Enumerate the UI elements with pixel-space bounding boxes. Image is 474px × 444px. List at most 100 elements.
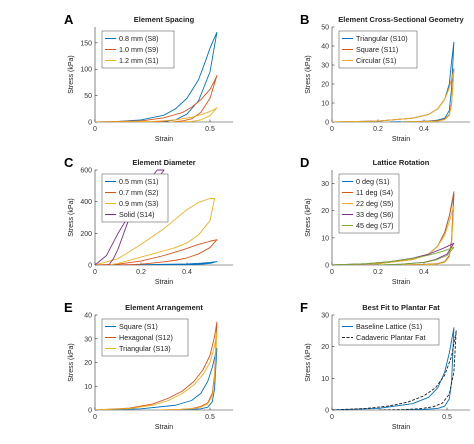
series-line-3 bbox=[332, 204, 455, 265]
y-tick-label: 30 bbox=[321, 181, 329, 188]
legend-label: 1.2 mm (S1) bbox=[119, 56, 159, 65]
y-axis-label: Stress (kPa) bbox=[68, 55, 75, 94]
y-tick-label: 30 bbox=[321, 63, 329, 70]
panel-title: Element Arrangement bbox=[125, 303, 203, 312]
legend-label: Square (S1) bbox=[119, 322, 158, 331]
series-group bbox=[95, 169, 218, 265]
x-axis-label: Strain bbox=[392, 279, 410, 286]
y-axis-label: Stress (kPa) bbox=[68, 198, 75, 237]
panel-letter: D bbox=[300, 155, 309, 170]
x-axis-label: Strain bbox=[155, 424, 173, 431]
series-line-2 bbox=[332, 68, 455, 122]
legend-label: 0.5 mm (S1) bbox=[119, 177, 159, 186]
legend-label: 0.7 mm (S2) bbox=[119, 188, 159, 197]
y-tick-label: 100 bbox=[80, 67, 92, 74]
y-tick-label: 10 bbox=[321, 376, 329, 383]
x-tick-label: 0.4 bbox=[419, 269, 429, 276]
series-line-2 bbox=[332, 330, 457, 410]
y-tick-label: 40 bbox=[84, 313, 92, 320]
y-tick-label: 40 bbox=[321, 44, 329, 51]
panel-e: E Element Arrangement 0 0.5 0 10 20 30 40 Strain S… bbox=[64, 300, 233, 431]
series-line-4 bbox=[95, 169, 165, 265]
x-tick-label: 0.4 bbox=[419, 126, 429, 133]
series-group bbox=[332, 191, 455, 265]
series-group bbox=[95, 321, 218, 410]
y-tick-label: 20 bbox=[321, 82, 329, 89]
legend-label: Baseline Lattice (S1) bbox=[356, 322, 422, 331]
legend-label: Circular (S1) bbox=[356, 56, 396, 65]
panel-letter: E bbox=[64, 300, 73, 315]
legend-label: Cadaveric Plantar Fat bbox=[356, 333, 426, 342]
panel-a: A Element Spacing 0 0.5 0 50 100 150 Strain Stres… bbox=[64, 12, 233, 143]
y-tick-label: 0 bbox=[88, 263, 92, 270]
legend: 0.8 mm (S8) 1.0 mm (S9) 1.2 mm (S1) bbox=[101, 30, 175, 69]
series-line-1 bbox=[332, 327, 455, 410]
series-line-3 bbox=[332, 70, 455, 122]
x-tick-label: 0.5 bbox=[205, 126, 215, 133]
legend: 0 deg (S1) 11 deg (S4) 22 deg (S5) 33 deg (… bbox=[338, 173, 400, 234]
legend: Square (S1) Hexagonal (S12) Triangular (S1… bbox=[101, 318, 189, 357]
y-tick-label: 600 bbox=[80, 168, 92, 175]
legend-box bbox=[338, 318, 440, 346]
panel-letter: C bbox=[64, 155, 74, 170]
y-tick-label: 20 bbox=[321, 344, 329, 351]
legend-label: Square (S11) bbox=[356, 45, 398, 54]
panel-letter: A bbox=[64, 12, 74, 27]
y-tick-label: 200 bbox=[80, 231, 92, 238]
y-tick-label: 0 bbox=[88, 408, 92, 415]
panel-c: C Element Diameter 0 0.2 0.4 0 200 400 600 Strain… bbox=[64, 155, 233, 286]
panel-title: Element Cross-Sectional Geometry bbox=[338, 15, 464, 24]
x-tick-label: 0 bbox=[330, 126, 334, 133]
legend-label: 0 deg (S1) bbox=[356, 177, 390, 186]
series-group bbox=[332, 327, 457, 410]
y-tick-label: 0 bbox=[88, 120, 92, 127]
y-axis-label: Stress (kPa) bbox=[68, 343, 75, 382]
panel-letter: B bbox=[300, 12, 309, 27]
legend-label: 1.0 mm (S9) bbox=[119, 45, 159, 54]
x-tick-label: 0 bbox=[93, 126, 97, 133]
panel-title: Lattice Rotation bbox=[373, 158, 430, 167]
panel-title: Best Fit to Plantar Fat bbox=[362, 303, 440, 312]
legend-label: Triangular (S10) bbox=[356, 34, 408, 43]
y-tick-label: 0 bbox=[325, 263, 329, 270]
y-tick-label: 400 bbox=[80, 199, 92, 206]
y-tick-label: 10 bbox=[321, 235, 329, 242]
y-tick-label: 10 bbox=[84, 384, 92, 391]
y-tick-label: 50 bbox=[321, 25, 329, 32]
series-group bbox=[95, 31, 218, 122]
x-tick-label: 0 bbox=[330, 414, 334, 421]
x-tick-label: 0 bbox=[330, 269, 334, 276]
x-axis-label: Strain bbox=[155, 279, 173, 286]
panel-title: Element Spacing bbox=[134, 15, 195, 24]
legend-label: Solid (S14) bbox=[119, 210, 155, 219]
legend-label: 0.8 mm (S8) bbox=[119, 34, 159, 43]
x-axis-label: Strain bbox=[155, 136, 173, 143]
x-axis-label: Strain bbox=[392, 424, 410, 431]
panel-f: F Best Fit to Plantar Fat 0 0.5 0 10 20 30 Strai… bbox=[300, 300, 470, 431]
legend: Triangular (S10) Square (S11) Circular (S1… bbox=[338, 30, 418, 69]
series-line-3 bbox=[95, 107, 218, 122]
x-tick-label: 0.5 bbox=[205, 414, 215, 421]
y-tick-label: 20 bbox=[321, 208, 329, 215]
x-tick-label: 0.4 bbox=[182, 269, 192, 276]
legend-label: 11 deg (S4) bbox=[356, 188, 393, 197]
series-line-2 bbox=[95, 239, 218, 265]
y-tick-label: 10 bbox=[321, 101, 329, 108]
legend-label: 45 deg (S7) bbox=[356, 221, 394, 230]
legend-label: 33 deg (S6) bbox=[356, 210, 394, 219]
panel-b: B Element Cross-Sectional Geometry 0 0.2 0.4… bbox=[300, 12, 470, 143]
y-tick-label: 30 bbox=[84, 336, 92, 343]
legend-label: Triangular (S13) bbox=[119, 344, 171, 353]
legend-label: 0.9 mm (S3) bbox=[119, 199, 159, 208]
series-line-5 bbox=[332, 246, 455, 265]
legend-box bbox=[101, 318, 189, 357]
y-axis-label: Stress (kPa) bbox=[305, 198, 312, 237]
y-tick-label: 30 bbox=[321, 313, 329, 320]
legend: Baseline Lattice (S1) Cadaveric Plantar F… bbox=[338, 318, 440, 346]
legend: 0.5 mm (S1) 0.7 mm (S2) 0.9 mm (S3) Solid (… bbox=[101, 173, 169, 223]
y-tick-label: 0 bbox=[325, 408, 329, 415]
x-tick-label: 0.2 bbox=[373, 269, 383, 276]
series-line-1 bbox=[95, 261, 218, 265]
